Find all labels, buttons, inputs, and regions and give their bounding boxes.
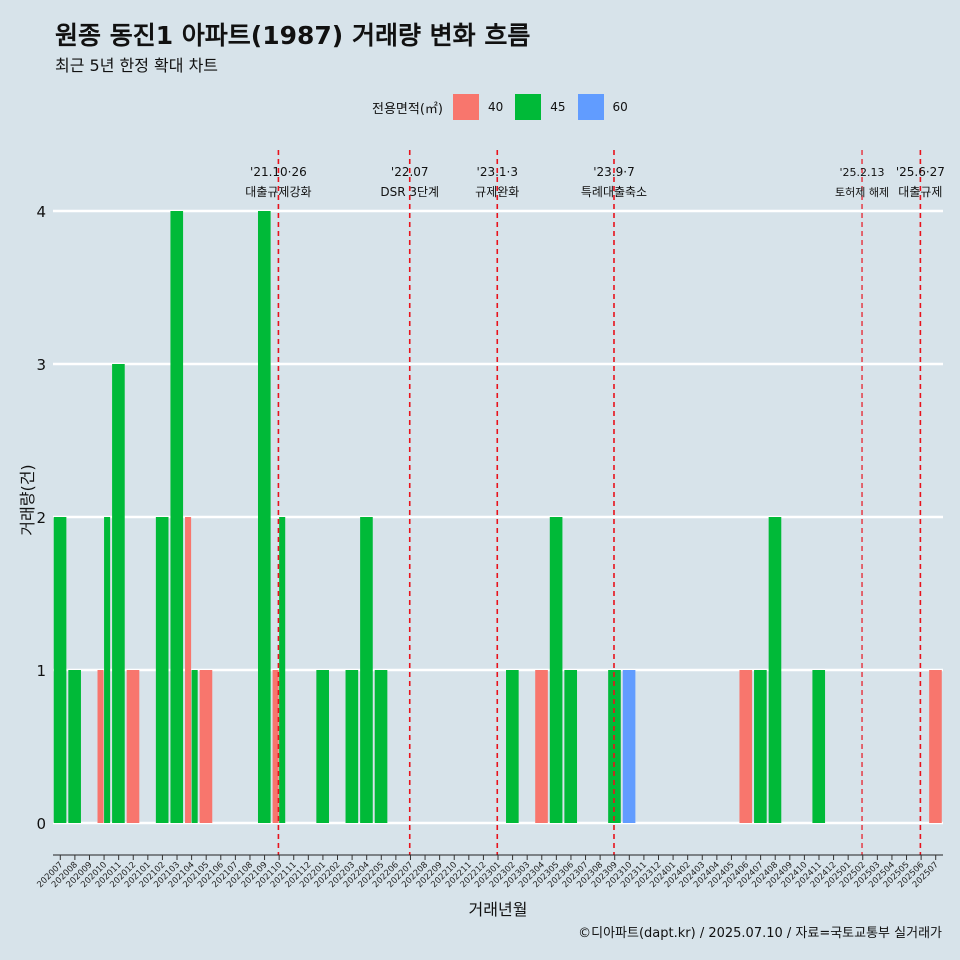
bar-40-202012 [126,670,140,823]
bar-45-202201 [316,670,329,823]
bar-40-202105 [199,670,213,823]
bar-40-202010 [97,670,104,823]
legend-title: 전용면적(㎡) [372,101,443,117]
event-name-label: 특례대출축소 [581,185,647,199]
bar-45-202204 [360,517,373,823]
legend: 전용면적(㎡) 40 45 60 [372,92,640,122]
bar-45-202411 [812,670,826,823]
bar-45-202205 [374,670,388,823]
y-axis-title: 거래량(건) [18,464,37,535]
bar-45-202110 [279,517,286,823]
legend-key-40 [452,94,479,120]
event-name-label: 대출규제강화 [245,185,311,199]
bar-45-202407 [754,670,767,823]
bar-45-202203 [345,670,359,823]
legend-label-45: 45 [550,100,566,114]
bar-45-202302 [506,670,519,823]
y-tick-label: 3 [36,356,46,374]
event-name-label: 규제완화 [475,185,519,199]
legend-key-60 [577,94,604,120]
y-tick-label: 0 [36,815,46,833]
bar-45-202011 [112,364,125,823]
bar-40-202104 [185,517,192,823]
event-name-label: 토허제 해제 [835,185,889,199]
event-name-label: 대출규제 [898,185,942,199]
y-tick-label: 2 [36,509,46,527]
bar-40-202110 [272,670,279,823]
bar-45-202306 [564,670,578,823]
chart-title: 원종 동진1 아파트(1987) 거래량 변화 흐름 [55,21,531,50]
bar-40-202304 [535,670,548,823]
bar-45-202010 [104,517,111,823]
bar-45-202305 [549,517,563,823]
event-date-label: '23.1·3 [477,165,518,179]
event-name-label: DSR 3단계 [380,185,439,199]
event-date-label: '21.10·26 [250,165,307,179]
bar-40-202406 [739,670,753,823]
bar-60-202310 [622,670,636,823]
event-date-label: '25.6·27 [896,165,945,179]
bar-40-202507 [929,670,942,823]
bar-45-202104 [191,670,198,823]
event-date-label: '25.2.13 [840,166,885,179]
bar-45-202102 [155,517,169,823]
event-date-label: '23.9·7 [593,165,634,179]
y-tick-label: 1 [36,662,46,680]
y-tick-label: 4 [36,203,46,221]
bar-45-202008 [68,670,81,823]
bar-45-202007 [53,517,67,823]
bar-45-202408 [768,517,782,823]
x-axis-title: 거래년월 [469,900,528,919]
caption: ©디아파트(dapt.kr) / 2025.07.10 / 자료=국토교통부 실… [578,926,942,941]
event-date-label: '22.07 [391,165,429,179]
bar-45-202103 [170,211,184,823]
legend-label-40: 40 [487,100,504,114]
bar-45-202109 [257,211,271,823]
chart-subtitle: 최근 5년 한정 확대 차트 [55,56,219,75]
legend-label-60: 60 [612,100,628,114]
legend-key-45 [515,94,542,120]
